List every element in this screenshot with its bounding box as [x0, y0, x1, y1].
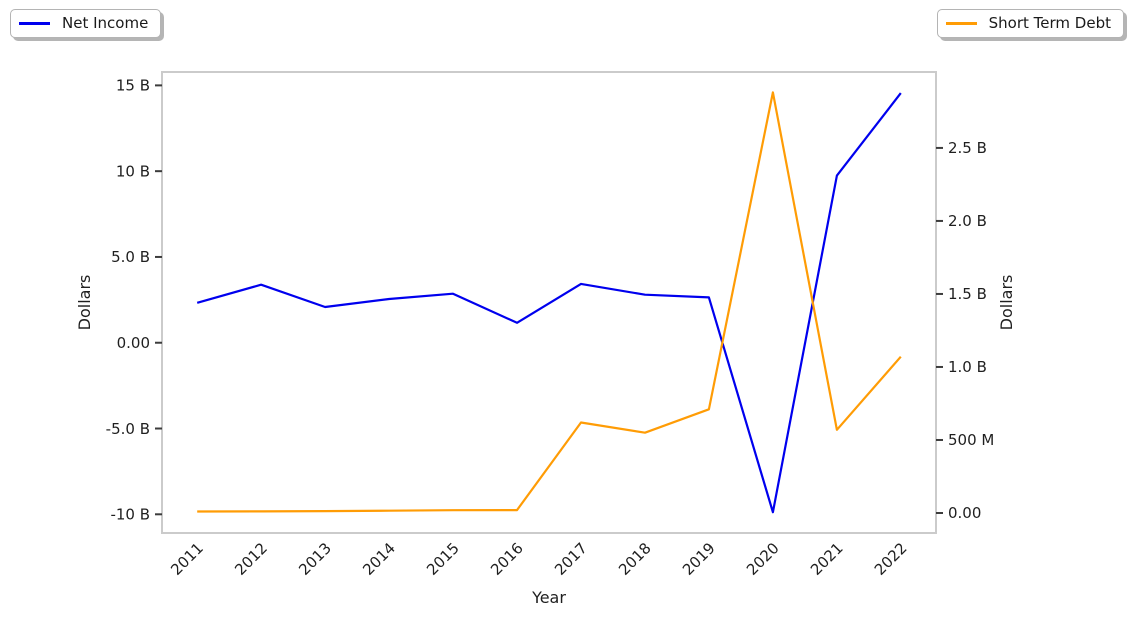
legend-short-term-debt-label: Short Term Debt — [988, 14, 1111, 32]
right-axis-tick-label: 500 M — [948, 431, 994, 449]
right-axis-tick-label: 2.0 B — [948, 212, 987, 230]
x-axis-tick-label: 2017 — [551, 539, 591, 579]
right-axis-tick-label: 0.00 — [948, 504, 981, 522]
legend-net-income-label: Net Income — [62, 14, 149, 32]
net-income-line-swatch — [19, 22, 50, 25]
x-axis-tick-label: 2015 — [423, 539, 463, 579]
short-term-debt-line — [197, 91, 902, 513]
left-axis-tick-label: 0.00 — [117, 334, 150, 352]
right-axis-tick-label: 1.5 B — [948, 285, 987, 303]
right-axis-tick-label: 2.5 B — [948, 139, 987, 157]
x-axis-tick-label: 2018 — [615, 539, 655, 579]
legend-short-term-debt: Short Term Debt — [936, 9, 1124, 38]
x-axis-tick-label: 2013 — [295, 539, 335, 579]
x-axis-tick-label: 2011 — [167, 539, 207, 579]
x-axis-tick-label: 2022 — [871, 539, 911, 579]
left-axis-tick-label: -5.0 B — [106, 420, 150, 438]
x-axis-tick-label: 2020 — [743, 539, 783, 579]
net-income-line — [196, 92, 902, 514]
left-axis-tick-label: -10 B — [110, 506, 150, 524]
x-axis-tick-label: 2014 — [359, 539, 399, 579]
x-axis-title: Year — [531, 588, 566, 607]
right-axis-tick-label: 1.0 B — [948, 358, 987, 376]
x-axis-tick-label: 2019 — [679, 539, 719, 579]
x-axis-tick-label: 2012 — [231, 539, 271, 579]
left-axis-tick-label: 5.0 B — [111, 248, 150, 266]
legend-net-income: Net Income — [10, 9, 162, 38]
left-axis-tick-label: 15 B — [116, 77, 150, 95]
x-axis-tick-label: 2021 — [807, 539, 847, 579]
x-axis-tick-label: 2016 — [487, 539, 527, 579]
right-axis-title: Dollars — [997, 275, 1016, 331]
left-axis-title: Dollars — [75, 275, 94, 331]
left-axis-tick-label: 10 B — [116, 162, 150, 180]
short-term-debt-line-swatch — [945, 22, 977, 25]
